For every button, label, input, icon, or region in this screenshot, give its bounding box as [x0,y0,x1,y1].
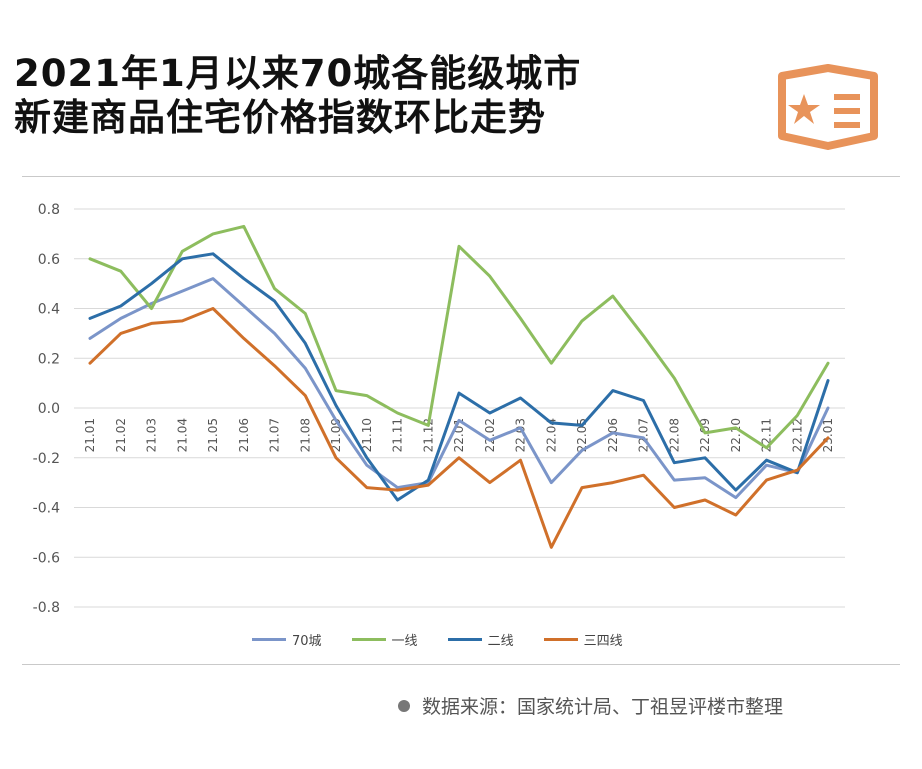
chart-title: 2021年1月以来70城各能级城市 新建商品住宅价格指数环比走势 [14,52,581,140]
line-chart: 0.8 0.6 0.4 0.2 0.0 -0.2 -0.4 -0.6 -0.8 21.01 21.0… [33,202,845,616]
x-tick-label: 21.01 [83,418,97,452]
x-tick-label: 21.04 [175,418,189,452]
legend-label: 三四线 [583,634,623,649]
y-tick-label: 0.4 [38,302,60,318]
series-line [88,252,830,502]
x-tick-label: 21.02 [114,418,128,452]
y-tick-label: 0.8 [38,202,60,218]
x-tick-label: 22.04 [544,418,558,452]
top-divider [22,176,900,177]
legend-item: 三四线 [543,630,623,649]
legend-label: 一线 [391,634,418,649]
legend-item: 一线 [351,630,418,649]
chart-legend: 70城 一线 二线 三四线 [252,630,623,649]
bullet-dot [398,699,410,712]
y-tick-label: -0.2 [33,451,60,467]
bottom-divider [22,664,900,665]
series-line [88,277,830,500]
x-tick-label: 21.03 [145,418,159,452]
x-tick-label: 22.08 [667,418,681,452]
legend-swatch [351,638,386,641]
x-tick-label: 21.05 [206,418,220,452]
x-tick-label: 21.10 [360,418,374,452]
series-line [88,307,830,549]
x-tick-label: 22.12 [790,418,804,452]
x-tick-label: 23.01 [821,418,835,452]
legend-swatch [447,638,482,641]
data-source-text: 数据来源：国家统计局、丁祖昱评楼市整理 [422,696,784,718]
title-line-1: 2021年1月以来70城各能级城市 [14,52,582,95]
y-tick-label: 0.2 [38,351,60,367]
legend-swatch [543,638,578,641]
x-tick-label: 21.12 [421,418,435,452]
y-tick-label: -0.4 [33,501,60,517]
legend-label: 70城 [292,634,322,649]
star-list-icon [778,64,878,150]
x-tick-label: 21.11 [391,418,405,452]
x-tick-label: 22.02 [483,418,497,452]
x-tick-label: 22.06 [606,418,620,452]
legend-swatch [252,638,286,641]
legend-item: 70城 [252,630,322,649]
legend-label: 二线 [487,634,514,649]
legend-item: 二线 [447,630,514,649]
x-tick-label: 22.10 [729,418,743,452]
y-tick-label: -0.6 [33,550,60,566]
data-source: 数据来源：国家统计局、丁祖昱评楼市整理 [398,692,783,719]
x-tick-label: 21.07 [268,418,282,452]
x-tick-label: 21.06 [237,418,251,452]
x-tick-label: 21.08 [298,418,312,452]
x-tick-label: 22.03 [514,418,528,452]
title-line-2: 新建商品住宅价格指数环比走势 [14,96,546,139]
y-tick-label: 0.6 [38,252,60,268]
series-line [88,224,830,450]
y-tick-label: -0.8 [33,600,60,616]
y-tick-label: 0.0 [38,401,60,417]
x-tick-label: 22.07 [637,418,651,452]
